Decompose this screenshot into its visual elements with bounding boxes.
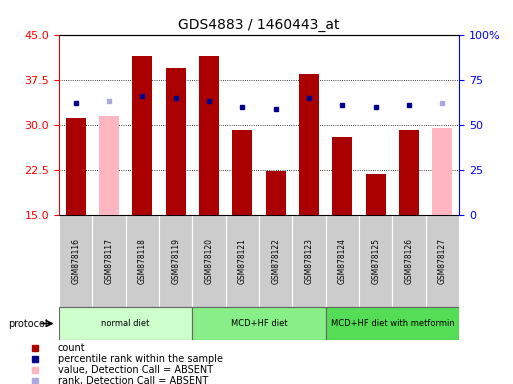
Bar: [66, 118, 86, 215]
Text: GSM878117: GSM878117: [105, 238, 113, 284]
Bar: [99, 116, 119, 215]
Bar: [392, 215, 426, 307]
Bar: [226, 215, 259, 307]
Text: GSM878116: GSM878116: [71, 238, 80, 284]
Text: MCD+HF diet: MCD+HF diet: [231, 319, 287, 328]
Bar: [59, 307, 192, 340]
Text: GSM878125: GSM878125: [371, 238, 380, 284]
Bar: [292, 215, 326, 307]
Text: GSM878122: GSM878122: [271, 238, 280, 284]
Text: GSM878118: GSM878118: [138, 238, 147, 284]
Text: protocol: protocol: [8, 318, 47, 329]
Bar: [432, 128, 452, 215]
Bar: [359, 215, 392, 307]
Bar: [326, 307, 459, 340]
Bar: [126, 215, 159, 307]
Bar: [192, 215, 226, 307]
Text: GSM878127: GSM878127: [438, 238, 447, 284]
Bar: [132, 56, 152, 215]
Bar: [166, 68, 186, 215]
Bar: [299, 74, 319, 215]
Bar: [199, 56, 219, 215]
Text: MCD+HF diet with metformin: MCD+HF diet with metformin: [330, 319, 455, 328]
Bar: [259, 215, 292, 307]
Bar: [399, 130, 419, 215]
Text: GSM878119: GSM878119: [171, 238, 180, 284]
Text: GSM878124: GSM878124: [338, 238, 347, 284]
Text: value, Detection Call = ABSENT: value, Detection Call = ABSENT: [57, 365, 213, 375]
Text: rank, Detection Call = ABSENT: rank, Detection Call = ABSENT: [57, 376, 208, 384]
Bar: [426, 215, 459, 307]
Bar: [192, 307, 326, 340]
Bar: [332, 137, 352, 215]
Bar: [159, 215, 192, 307]
Bar: [326, 215, 359, 307]
Bar: [232, 130, 252, 215]
Text: normal diet: normal diet: [102, 319, 150, 328]
Bar: [59, 215, 92, 307]
Bar: [366, 174, 386, 215]
Text: GSM878126: GSM878126: [405, 238, 413, 284]
Bar: [92, 215, 126, 307]
Text: percentile rank within the sample: percentile rank within the sample: [57, 354, 223, 364]
Text: count: count: [57, 343, 85, 353]
Text: GSM878121: GSM878121: [238, 238, 247, 284]
Title: GDS4883 / 1460443_at: GDS4883 / 1460443_at: [179, 18, 340, 32]
Bar: [266, 171, 286, 215]
Text: GSM878123: GSM878123: [305, 238, 313, 284]
Text: GSM878120: GSM878120: [205, 238, 213, 284]
